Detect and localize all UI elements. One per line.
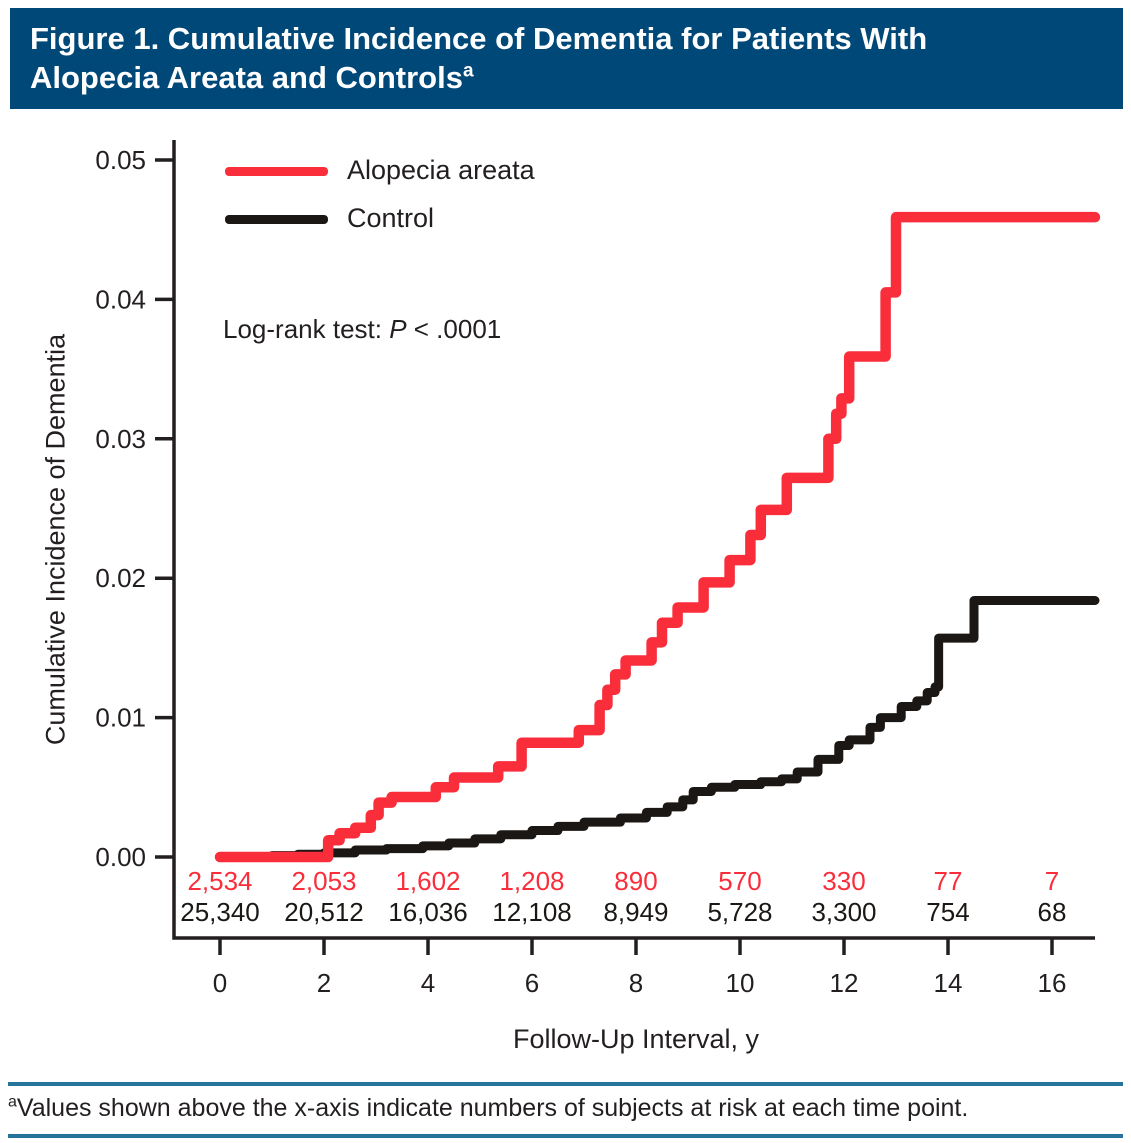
footnote-bottom-rule (8, 1134, 1123, 1138)
y-tick-label: 0.01 (95, 703, 146, 733)
y-tick-label: 0.04 (95, 284, 146, 314)
figure-title-line2-text: Alopecia Areata and Controls (30, 60, 463, 95)
x-tick-label: 4 (421, 968, 435, 998)
at-risk-value-control: 754 (926, 897, 969, 927)
legend-swatch-alopecia-areata (225, 167, 328, 176)
axes-lines (172, 140, 1095, 940)
legend-label-alopecia-areata: Alopecia areata (347, 155, 535, 185)
figure-title-line2: Alopecia Areata and Controlsa (30, 58, 1103, 97)
series-control-line (215, 596, 1100, 862)
log-rank-prefix: Log-rank test: (223, 314, 390, 344)
at-risk-value-control: 3,300 (811, 897, 876, 927)
at-risk-value-alopecia-areata: 2,053 (291, 866, 356, 896)
at-risk-value-control: 25,340 (180, 897, 260, 927)
x-tick-label: 0 (213, 968, 227, 998)
figure-title-line1: Figure 1. Cumulative Incidence of Dement… (30, 21, 928, 56)
at-risk-value-alopecia-areata: 2,534 (187, 866, 252, 896)
footnote-top-rule (8, 1082, 1123, 1086)
figure-header: Figure 1. Cumulative Incidence of Dement… (10, 8, 1123, 109)
x-tick-label: 10 (726, 968, 755, 998)
at-risk-value-alopecia-areata: 570 (718, 866, 761, 896)
series-alopecia-areata-line (214, 211, 1101, 863)
x-tick-label: 6 (525, 968, 539, 998)
footnote: aValues shown above the x-axis indicate … (8, 1094, 1126, 1123)
y-tick-label: 0.00 (95, 842, 146, 872)
at-risk-value-control: 68 (1038, 897, 1067, 927)
legend-swatch-control (225, 215, 328, 224)
x-tick-label: 16 (1038, 968, 1067, 998)
at-risk-value-control: 12,108 (492, 897, 572, 927)
footnote-text: Values shown above the x-axis indicate n… (16, 1094, 969, 1122)
at-risk-value-control: 20,512 (284, 897, 364, 927)
at-risk-value-control: 8,949 (603, 897, 668, 927)
figure-title-superscript: a (462, 60, 474, 82)
log-rank-suffix: < .0001 (406, 314, 502, 344)
x-tick-label: 12 (830, 968, 859, 998)
log-rank-annotation: Log-rank test: P < .0001 (223, 314, 501, 345)
at-risk-value-alopecia-areata: 890 (614, 866, 657, 896)
y-tick-label: 0.03 (95, 424, 146, 454)
x-axis-title: Follow-Up Interval, y (512, 1024, 760, 1054)
x-tick-label: 2 (317, 968, 331, 998)
x-tick-label: 14 (934, 968, 963, 998)
at-risk-value-alopecia-areata: 1,602 (395, 866, 460, 896)
x-tick-label: 8 (629, 968, 643, 998)
footnote-superscript: a (8, 1093, 17, 1111)
y-tick-label: 0.05 (95, 145, 146, 175)
at-risk-value-control: 5,728 (707, 897, 772, 927)
at-risk-value-alopecia-areata: 1,208 (499, 866, 564, 896)
legend-label-control: Control (347, 203, 435, 233)
at-risk-value-alopecia-areata: 77 (934, 866, 963, 896)
y-tick-label: 0.02 (95, 563, 146, 593)
y-axis-title: Cumulative Incidence of Dementia (40, 333, 71, 746)
at-risk-value-control: 16,036 (388, 897, 468, 927)
at-risk-value-alopecia-areata: 330 (822, 866, 865, 896)
at-risk-value-alopecia-areata: 7 (1045, 866, 1059, 896)
log-rank-p-symbol: P (389, 314, 407, 344)
